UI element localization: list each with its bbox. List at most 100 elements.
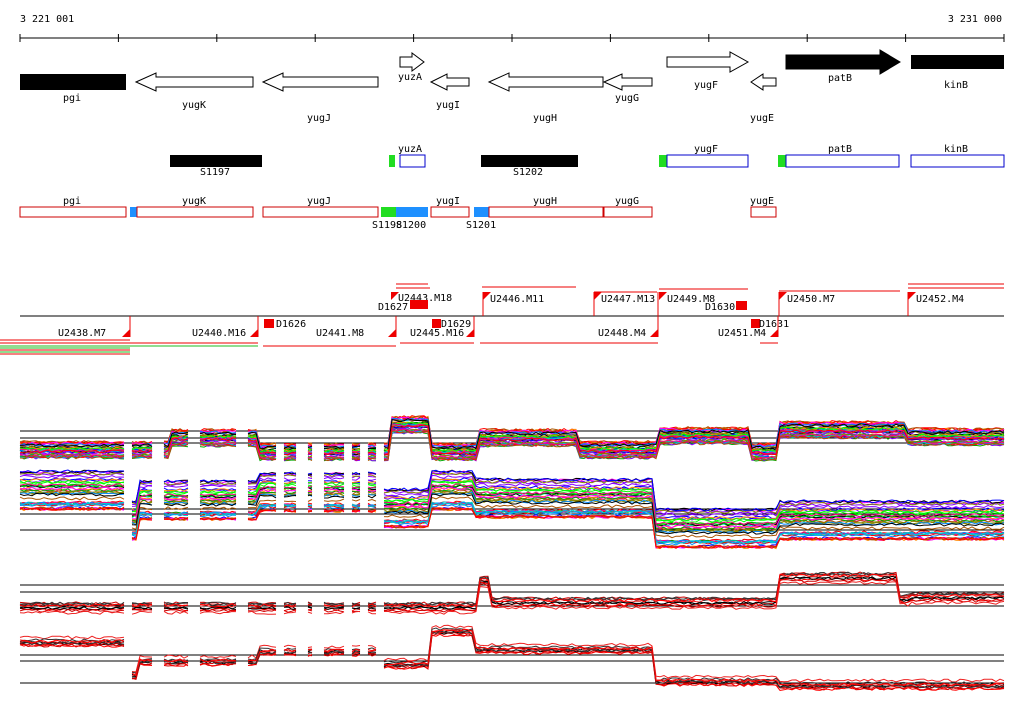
expression-series-line xyxy=(19,580,1005,615)
forward-box-label-patB: patB xyxy=(828,144,852,155)
gene-label-yuzA: yuzA xyxy=(398,72,422,83)
gene-yuzA[interactable] xyxy=(399,52,425,72)
gene-patB[interactable] xyxy=(785,49,901,75)
gene-label-patB: patB xyxy=(828,73,852,84)
expression-series-line xyxy=(19,624,1005,683)
gene-label-yugH: yugH xyxy=(533,113,557,124)
forward-box-patB[interactable] xyxy=(785,154,900,168)
expression-series-line xyxy=(19,492,1005,535)
feature-marker-upper[interactable] xyxy=(908,292,916,300)
feature-marker-lower[interactable] xyxy=(388,329,396,337)
expression-series-line xyxy=(19,426,1005,457)
reverse-segment-track: pgi yugK yugJ S1198 S1200 yugI S1201 yug… xyxy=(19,196,777,231)
reverse-box-yugE[interactable] xyxy=(750,206,777,218)
forward-box-label-kinB: kinB xyxy=(944,144,968,155)
forward-box-yuzA[interactable] xyxy=(399,154,426,168)
reverse-box-yugK[interactable] xyxy=(136,206,254,218)
feature-label-U2452.M4: U2452.M4 xyxy=(916,294,964,305)
feature-marker-lower[interactable] xyxy=(250,329,258,337)
expression-series-line xyxy=(19,469,1005,512)
gene-label-yugI: yugI xyxy=(436,100,460,111)
expression-series-line xyxy=(19,471,1005,514)
gene-yugJ[interactable] xyxy=(261,72,379,92)
expression-series-line xyxy=(19,480,1005,523)
reverse-box-label-yugG: yugG xyxy=(615,196,639,207)
gene-pgi[interactable] xyxy=(20,74,126,90)
feature-label-U2451.M4: U2451.M4 xyxy=(718,328,766,339)
feature-label-D1627: D1627 xyxy=(378,302,408,313)
gene-label-yugF: yugF xyxy=(694,80,718,91)
gene-kinB[interactable] xyxy=(911,55,1004,69)
lower-green-spans xyxy=(0,345,258,353)
gene-label-yugE: yugE xyxy=(750,113,774,124)
lower-spans xyxy=(0,316,779,355)
segment-label-S1202: S1202 xyxy=(513,167,543,178)
gene-label-yugK: yugK xyxy=(182,100,206,111)
expression-series-line xyxy=(19,418,1005,450)
marker-blue xyxy=(130,207,137,217)
feature-block-D1631[interactable] xyxy=(751,319,760,328)
gene-yugH[interactable] xyxy=(487,72,604,92)
expression-series-line xyxy=(19,501,1005,545)
segment-S1197[interactable] xyxy=(170,155,262,167)
feature-label-U2445.M16: U2445.M16 xyxy=(410,328,464,339)
segment-S1202[interactable] xyxy=(481,155,578,167)
gene-yugF[interactable] xyxy=(666,51,750,73)
feature-label-U2438.M7: U2438.M7 xyxy=(58,328,106,339)
feature-marker-lower[interactable] xyxy=(650,329,658,337)
marker-blue xyxy=(396,207,428,217)
feature-marker-lower[interactable] xyxy=(466,329,474,337)
feature-label-D1631: D1631 xyxy=(759,319,789,330)
ruler-ticks xyxy=(19,34,1005,42)
feature-label-D1629: D1629 xyxy=(441,319,471,330)
forward-segment-track: S1197 yuzA S1202 yugF patB kinB xyxy=(170,144,1005,178)
reverse-box-label-yugE: yugE xyxy=(750,196,774,207)
reverse-box-yugG[interactable] xyxy=(603,206,653,218)
gene-yugK[interactable] xyxy=(134,72,254,92)
reverse-box-label-yugK: yugK xyxy=(182,196,206,207)
expression-panel-4 xyxy=(19,624,1005,691)
ruler-start-label: 3 221 001 xyxy=(20,14,74,25)
forward-box-yugF[interactable] xyxy=(666,154,749,168)
forward-box-kinB[interactable] xyxy=(910,154,1005,168)
reverse-box-yugH[interactable] xyxy=(488,206,604,218)
forward-box-label-yugF: yugF xyxy=(694,144,718,155)
segment-label-S1198: S1198 xyxy=(372,220,402,231)
marker-green xyxy=(381,207,396,217)
gene-label-yugJ: yugJ xyxy=(307,113,331,124)
marker-green xyxy=(389,155,395,167)
feature-marker-upper[interactable] xyxy=(659,292,667,300)
reverse-box-label-yugH: yugH xyxy=(533,196,557,207)
gene-yugG[interactable] xyxy=(602,73,653,91)
reverse-box-pgi[interactable] xyxy=(19,206,127,218)
feature-label-U2443.M18: U2443.M18 xyxy=(398,293,452,304)
feature-marker-lower[interactable] xyxy=(122,329,130,337)
feature-block-D1627[interactable] xyxy=(410,300,428,309)
gene-yugI[interactable] xyxy=(429,73,470,91)
panel-4-reference-lines xyxy=(20,654,1004,684)
expression-series-line xyxy=(19,629,1005,688)
gene-label-yugG: yugG xyxy=(615,93,639,104)
feature-marker-upper[interactable] xyxy=(779,292,787,300)
expression-series-line xyxy=(19,430,1005,462)
feature-marker-lower[interactable] xyxy=(770,329,778,337)
expression-series-line xyxy=(19,575,1005,611)
expression-series-line xyxy=(19,479,1005,522)
ruler-end-label: 3 231 000 xyxy=(948,14,1002,25)
expression-panel-2 xyxy=(19,469,1005,550)
expression-series-line xyxy=(19,506,1005,549)
expression-series-line xyxy=(19,486,1005,529)
gene-yugE[interactable] xyxy=(750,73,777,91)
feature-block-D1629[interactable] xyxy=(432,319,441,328)
feature-marker-upper[interactable] xyxy=(483,292,491,300)
reverse-box-yugI[interactable] xyxy=(430,206,470,218)
feature-marker-upper[interactable] xyxy=(594,292,602,300)
feature-marker-upper[interactable] xyxy=(391,292,399,300)
reverse-box-yugJ[interactable] xyxy=(262,206,379,218)
panel-1-series xyxy=(19,415,1005,462)
feature-block-D1626[interactable] xyxy=(264,319,274,328)
feature-block-D1630[interactable] xyxy=(736,301,747,310)
expression-series-line xyxy=(19,496,1005,539)
marker-green xyxy=(659,155,667,167)
expression-series-line xyxy=(19,629,1005,687)
